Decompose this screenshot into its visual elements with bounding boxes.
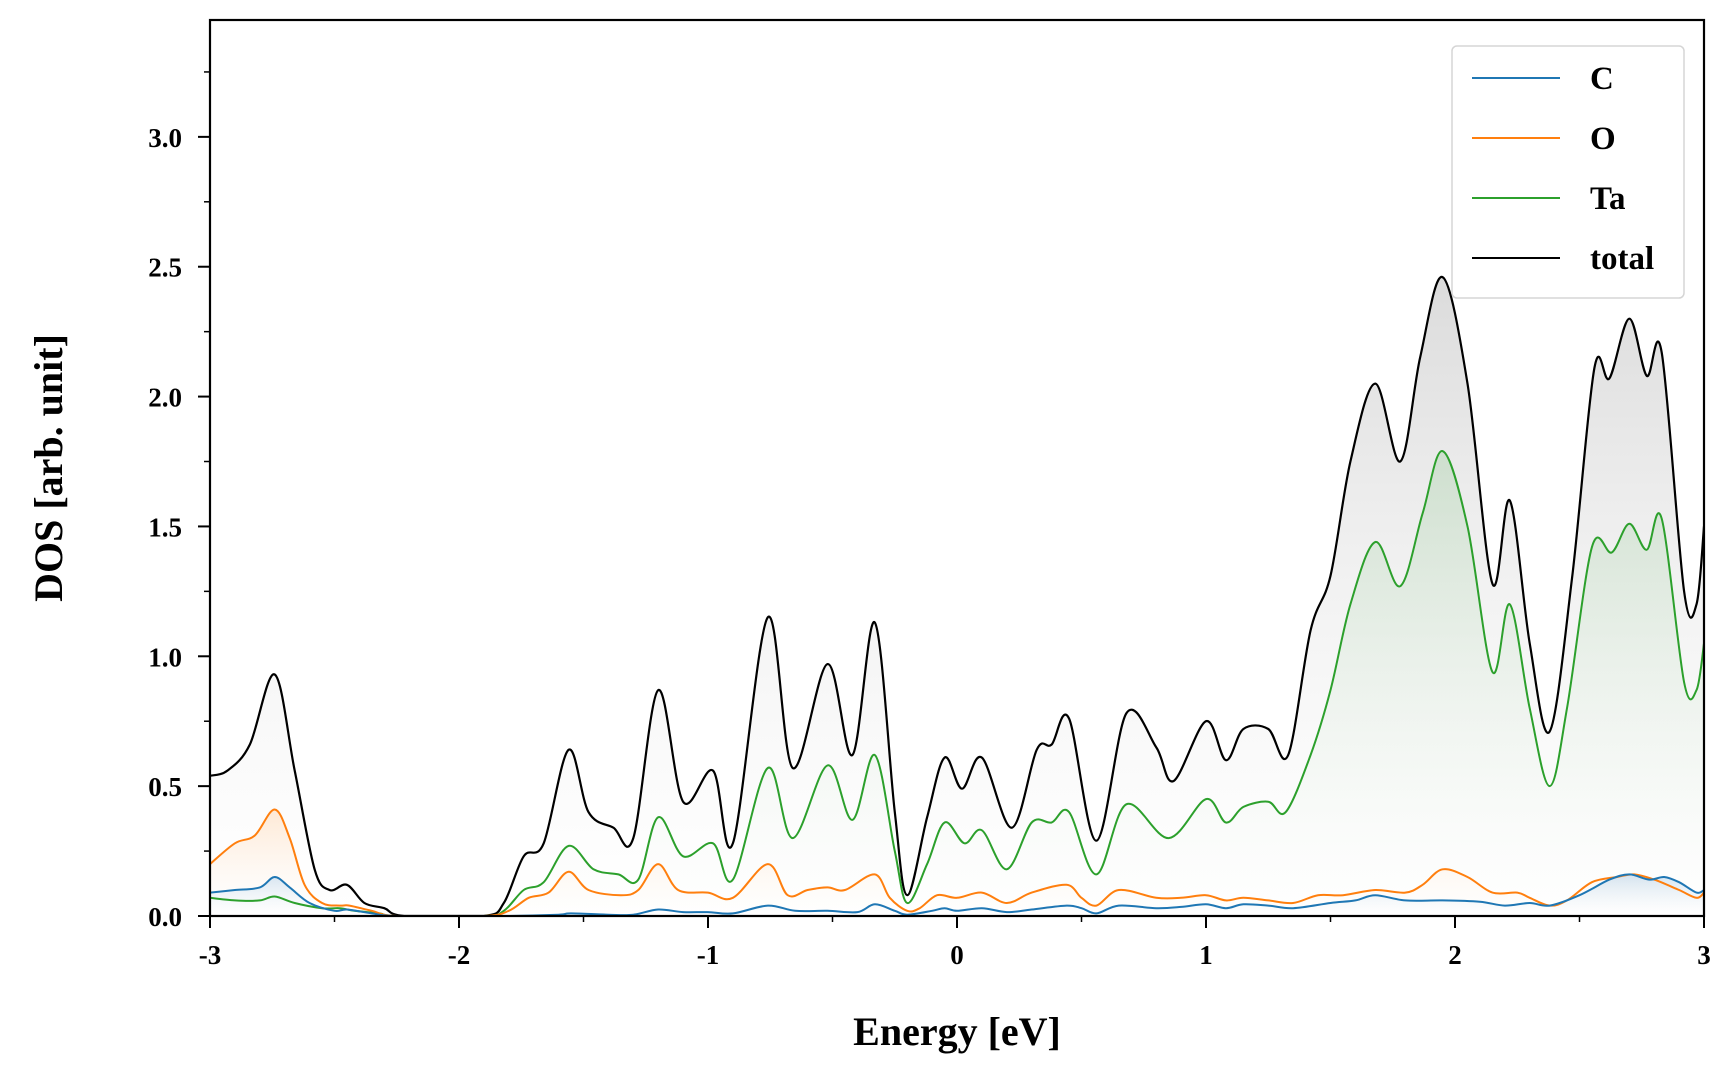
series-line-total bbox=[210, 275, 1704, 916]
x-tick-label: 3 bbox=[1697, 940, 1711, 970]
x-axis: -3 -2 -1 0 1 2 3 bbox=[199, 916, 1711, 970]
y-tick-label: 0.0 bbox=[148, 902, 182, 932]
area-fill-c bbox=[210, 874, 1704, 916]
series-line-ta bbox=[210, 450, 1704, 916]
area-fill-o bbox=[210, 809, 1704, 916]
legend-label-c: C bbox=[1590, 61, 1614, 97]
x-tick-label: 1 bbox=[1199, 940, 1213, 970]
y-tick-label: 1.0 bbox=[148, 642, 182, 672]
y-axis: 0.0 0.5 1.0 1.5 2.0 2.5 3.0 bbox=[148, 71, 210, 932]
x-axis-label: Energy [eV] bbox=[853, 1009, 1061, 1054]
x-tick-label: 2 bbox=[1448, 940, 1462, 970]
series-line-o bbox=[210, 808, 1704, 916]
legend: CO Ta total bbox=[1451, 45, 1685, 299]
legend-label-ta: Ta bbox=[1590, 181, 1625, 217]
x-tick-label: -2 bbox=[448, 940, 471, 970]
y-tick-label: 2.0 bbox=[148, 383, 182, 413]
legend-label-o: O bbox=[1590, 121, 1616, 157]
y-tick-label: 1.5 bbox=[148, 512, 182, 542]
y-tick-label: 2.5 bbox=[148, 253, 182, 283]
area-fills bbox=[210, 277, 1704, 916]
y-tick-label: 3.0 bbox=[148, 123, 182, 153]
series-lines bbox=[210, 275, 1704, 916]
series-line-c bbox=[210, 873, 1704, 916]
area-fill-ta bbox=[210, 451, 1704, 916]
y-tick-label: 0.5 bbox=[148, 772, 182, 802]
legend-box bbox=[1451, 45, 1685, 299]
x-tick-label: 0 bbox=[950, 940, 964, 970]
x-tick-label: -1 bbox=[697, 940, 720, 970]
y-axis-label: DOS [arb. unit] bbox=[26, 334, 71, 602]
legend-label-total: total bbox=[1590, 241, 1654, 277]
x-tick-label: -3 bbox=[199, 940, 222, 970]
